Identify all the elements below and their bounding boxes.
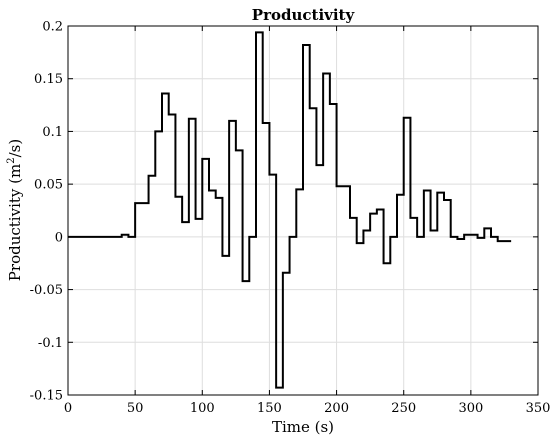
x-tick-label: 350 (526, 401, 550, 416)
y-tick-label: -0.15 (30, 389, 63, 404)
y-tick-label: -0.1 (38, 336, 63, 351)
x-tick-label: 250 (391, 401, 416, 416)
data-series (68, 31, 512, 389)
y-axis-title: Productivity (m2/s) (6, 139, 24, 281)
x-tick-label: 150 (257, 401, 282, 416)
plot-frame (67, 25, 539, 396)
y-tick-label: -0.05 (30, 283, 63, 298)
y-axis-title-tail: /s) (6, 139, 24, 158)
y-tick-label: 0 (55, 230, 63, 245)
x-tick-label: 100 (190, 401, 215, 416)
y-tick-label: 0.2 (42, 20, 63, 35)
x-tick-label: 0 (64, 401, 72, 416)
y-axis-title-superscript: 2 (6, 157, 17, 163)
y-tick-label: 0.1 (42, 125, 63, 140)
chart-title: Productivity (252, 6, 356, 24)
x-tick-label: 50 (127, 401, 144, 416)
x-tick-label: 200 (324, 401, 349, 416)
y-tick-label: 0.05 (34, 178, 63, 193)
axis-ticks: 0 50 100 150 200 250 300 350 -0.15 -0.1 -0.05 0 0.05… (30, 20, 550, 417)
x-axis-title: Time (s) (272, 418, 334, 436)
y-tick-label: 0.15 (34, 72, 63, 87)
productivity-series-line (68, 31, 512, 389)
x-tick-label: 300 (458, 401, 483, 416)
y-axis-title-main: Productivity (m (6, 164, 24, 281)
